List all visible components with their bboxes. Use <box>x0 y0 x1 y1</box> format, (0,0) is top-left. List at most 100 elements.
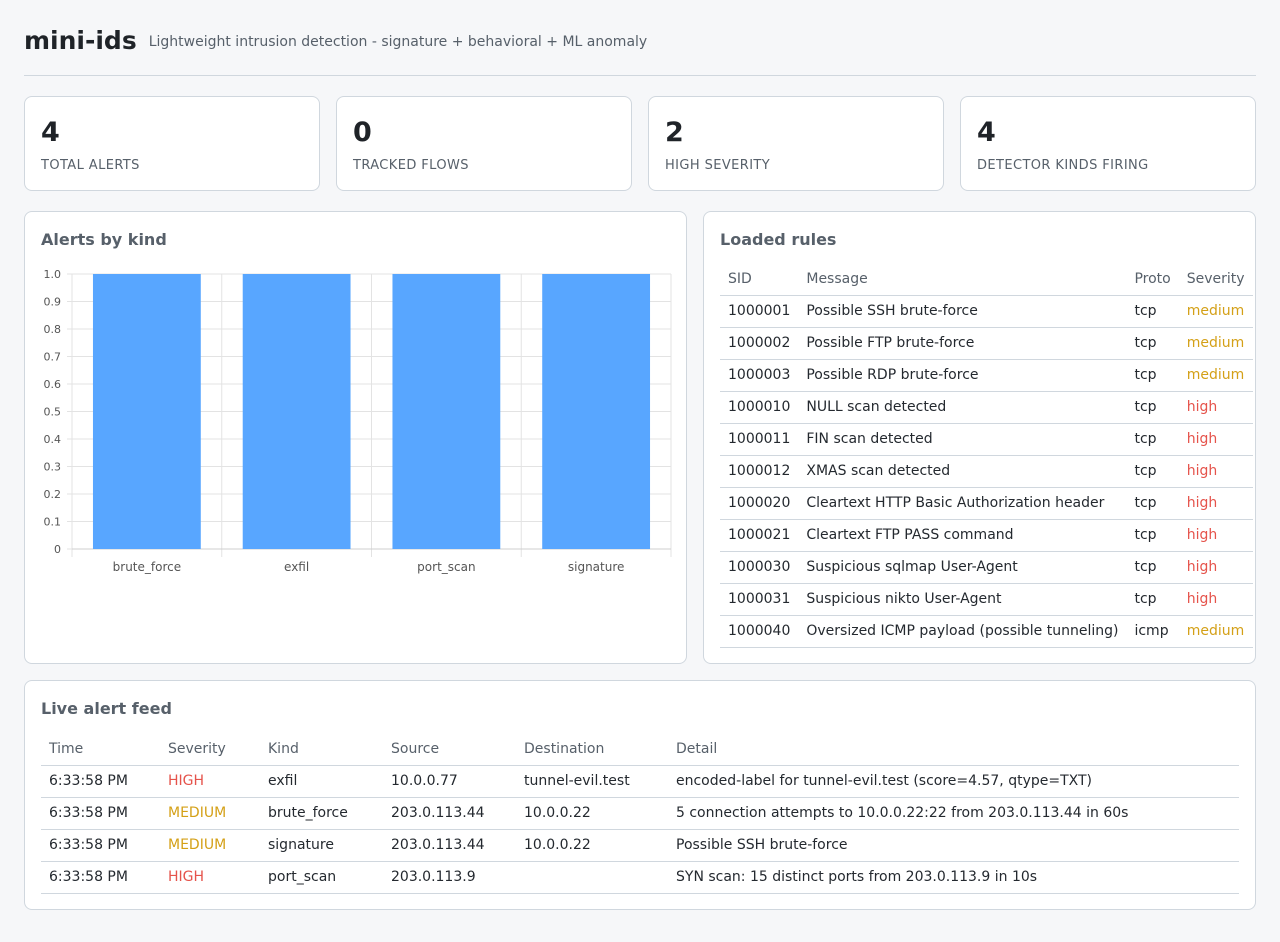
rule-sid: 1000010 <box>720 391 799 424</box>
rule-proto: tcp <box>1126 359 1179 392</box>
rule-severity: high <box>1178 423 1253 456</box>
rules-table: SID Message Proto Severity 1000001 Possib… <box>720 263 1253 648</box>
rule-sid: 1000030 <box>720 551 799 584</box>
alert-source: 203.0.113.9 <box>383 861 516 894</box>
rule-proto: icmp <box>1126 615 1179 648</box>
alert-severity: HIGH <box>160 765 260 798</box>
y-tick-label: 1.0 <box>44 268 62 281</box>
y-tick-label: 0.6 <box>44 378 62 391</box>
alert-destination: 10.0.0.22 <box>516 797 668 830</box>
rule-row: 1000021 Cleartext FTP PASS command tcp high <box>720 519 1253 552</box>
y-tick-label: 0.4 <box>44 433 62 446</box>
app-title: mini-ids <box>24 26 137 55</box>
rule-proto: tcp <box>1126 551 1179 584</box>
rule-proto: tcp <box>1126 455 1179 488</box>
column-header-time: Time <box>41 733 160 766</box>
app-subtitle: Lightweight intrusion detection - signat… <box>148 34 648 50</box>
page-header: mini-ids Lightweight intrusion detection… <box>24 26 1256 76</box>
x-tick-label: exfil <box>284 560 309 574</box>
rule-severity: high <box>1178 455 1253 488</box>
rule-message: Cleartext FTP PASS command <box>798 519 1127 552</box>
y-tick-label: 0.1 <box>44 516 62 529</box>
alert-kind: brute_force <box>260 797 383 830</box>
stat-card-total-alerts: 4 TOTAL ALERTS <box>24 96 320 191</box>
alert-destination: 10.0.0.22 <box>516 829 668 862</box>
alert-kind: exfil <box>260 765 383 798</box>
stat-value: 4 <box>41 117 60 148</box>
rule-row: 1000011 FIN scan detected tcp high <box>720 423 1253 456</box>
x-tick-label: signature <box>568 560 625 574</box>
rule-row: 1000002 Possible FTP brute-force tcp medium <box>720 327 1253 360</box>
stat-card-tracked-flows: 0 TRACKED FLOWS <box>336 96 632 191</box>
table-header-row: SID Message Proto Severity <box>720 263 1253 296</box>
column-header-detail: Detail <box>668 733 1239 766</box>
rule-proto: tcp <box>1126 519 1179 552</box>
alerts-by-kind-chart: 0 0.1 0.2 0.3 0.4 0.5 0.6 0.7 0.8 0.9 1.0 brute_for… <box>44 268 672 574</box>
rule-sid: 1000011 <box>720 423 799 456</box>
alert-severity: MEDIUM <box>160 797 260 830</box>
alert-destination <box>516 861 668 894</box>
rule-sid: 1000021 <box>720 519 799 552</box>
rule-sid: 1000020 <box>720 487 799 520</box>
x-tick-label: port_scan <box>417 560 475 574</box>
rule-severity: high <box>1178 519 1253 552</box>
rule-message: XMAS scan detected <box>798 455 1127 488</box>
rule-sid: 1000040 <box>720 615 799 648</box>
rule-sid: 1000003 <box>720 359 799 392</box>
alert-time: 6:33:58 PM <box>41 861 160 894</box>
alert-destination: tunnel-evil.test <box>516 765 668 798</box>
alert-source: 203.0.113.44 <box>383 797 516 830</box>
rule-row: 1000010 NULL scan detected tcp high <box>720 391 1253 424</box>
stat-label: TOTAL ALERTS <box>41 158 140 173</box>
alert-source: 10.0.0.77 <box>383 765 516 798</box>
rule-sid: 1000002 <box>720 327 799 360</box>
stat-value: 0 <box>353 117 372 148</box>
rule-proto: tcp <box>1126 583 1179 616</box>
y-tick-label: 0 <box>54 543 61 556</box>
rule-message: Oversized ICMP payload (possible tunneli… <box>798 615 1127 648</box>
alert-severity: MEDIUM <box>160 829 260 862</box>
column-header-kind: Kind <box>260 733 383 766</box>
alert-detail: Possible SSH brute-force <box>668 829 1239 862</box>
rule-severity: medium <box>1178 295 1253 328</box>
rule-sid: 1000031 <box>720 583 799 616</box>
alert-row: 6:33:58 PM MEDIUM signature 203.0.113.44 10.… <box>41 829 1239 862</box>
stat-label: TRACKED FLOWS <box>353 158 469 173</box>
alert-row: 6:33:58 PM MEDIUM brute_force 203.0.113.44 1… <box>41 797 1239 830</box>
rule-row: 1000012 XMAS scan detected tcp high <box>720 455 1253 488</box>
rule-severity: medium <box>1178 359 1253 392</box>
x-tick-label: brute_force <box>113 560 181 574</box>
rule-severity: high <box>1178 391 1253 424</box>
column-header-proto: Proto <box>1126 263 1179 296</box>
alert-feed-table: Time Severity Kind Source Destination De… <box>41 733 1239 894</box>
rule-message: Possible RDP brute-force <box>798 359 1127 392</box>
alert-row: 6:33:58 PM HIGH exfil 10.0.0.77 tunnel-evil.… <box>41 765 1239 798</box>
alert-kind: signature <box>260 829 383 862</box>
rule-row: 1000040 Oversized ICMP payload (possible … <box>720 615 1253 648</box>
rule-sid: 1000012 <box>720 455 799 488</box>
rule-severity: high <box>1178 551 1253 584</box>
rule-sid: 1000001 <box>720 295 799 328</box>
bar-signature <box>542 274 651 549</box>
stat-label: HIGH SEVERITY <box>665 158 771 173</box>
panel-title: Live alert feed <box>41 699 172 718</box>
y-tick-label: 0.5 <box>44 406 62 419</box>
rule-proto: tcp <box>1126 487 1179 520</box>
alert-detail: 5 connection attempts to 10.0.0.22:22 fr… <box>668 797 1239 830</box>
bar-brute_force <box>92 274 201 549</box>
stat-card-high-severity: 2 HIGH SEVERITY <box>648 96 944 191</box>
rule-row: 1000001 Possible SSH brute-force tcp medium <box>720 295 1253 328</box>
alert-detail: SYN scan: 15 distinct ports from 203.0.1… <box>668 861 1239 894</box>
alert-source: 203.0.113.44 <box>383 829 516 862</box>
column-header-sid: SID <box>720 263 799 296</box>
rule-row: 1000003 Possible RDP brute-force tcp medium <box>720 359 1253 392</box>
rule-severity: medium <box>1178 327 1253 360</box>
stat-card-detector-kinds: 4 DETECTOR KINDS FIRING <box>960 96 1256 191</box>
y-tick-label: 0.3 <box>44 461 62 474</box>
column-header-severity: Severity <box>1178 263 1253 296</box>
alert-time: 6:33:58 PM <box>41 765 160 798</box>
y-tick-label: 0.8 <box>44 323 62 336</box>
alert-time: 6:33:58 PM <box>41 829 160 862</box>
rule-message: NULL scan detected <box>798 391 1127 424</box>
rule-proto: tcp <box>1126 327 1179 360</box>
